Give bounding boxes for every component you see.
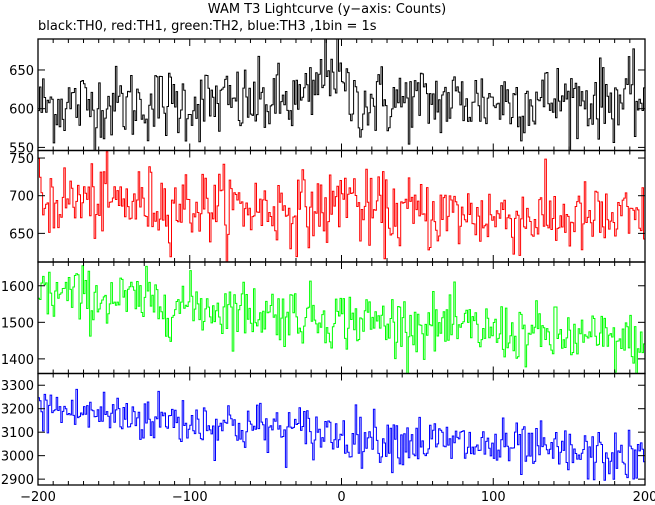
series-th2	[38, 265, 645, 374]
y-tick-label: 3100	[1, 426, 34, 441]
y-tick-label: 3200	[1, 403, 34, 418]
x-tick-label: −200	[20, 490, 56, 505]
series-th0	[38, 39, 645, 151]
y-tick-label: 650	[9, 64, 34, 79]
panels-group: 550 600 650 650 700 750 1400 1500 1600 2900 3000 31…	[1, 38, 646, 488]
series-th1	[38, 151, 645, 262]
x-tick-label: 200	[633, 490, 655, 505]
x-axis: −200 −100 0 100 200	[20, 490, 655, 505]
chart-title: WAM T3 Lightcurve (y−axis: Counts)	[208, 2, 446, 17]
x-tick-label: 100	[481, 490, 506, 505]
panel-th3: 2900 3000 3100 3200 3300	[1, 372, 646, 488]
panel-th0: 550 600 650	[9, 38, 646, 156]
y-tick-label: 700	[9, 190, 34, 205]
chart-subtitle: black:TH0, red:TH1, green:TH2, blue:TH3 …	[38, 19, 377, 34]
panel-th1: 650 700 750	[9, 149, 646, 263]
panel-frame	[37, 38, 646, 152]
y-tick-label: 600	[9, 103, 34, 118]
y-tick-label: 3000	[1, 450, 34, 465]
x-tick-label: −100	[172, 490, 208, 505]
x-tick-label: 0	[337, 490, 345, 505]
y-tick-label: 1600	[1, 280, 34, 295]
y-tick-label: 1500	[1, 316, 34, 331]
series-th3	[38, 388, 645, 481]
y-tick-label: 3300	[1, 379, 34, 394]
panel-frame	[37, 372, 646, 486]
y-tick-label: 750	[9, 152, 34, 167]
y-tick-label: 1400	[1, 353, 34, 368]
y-tick-label: 650	[9, 227, 34, 242]
y-tick-label: 2900	[1, 473, 34, 488]
y-tick-label: 550	[9, 141, 34, 156]
panel-th2: 1400 1500 1600	[1, 261, 646, 375]
